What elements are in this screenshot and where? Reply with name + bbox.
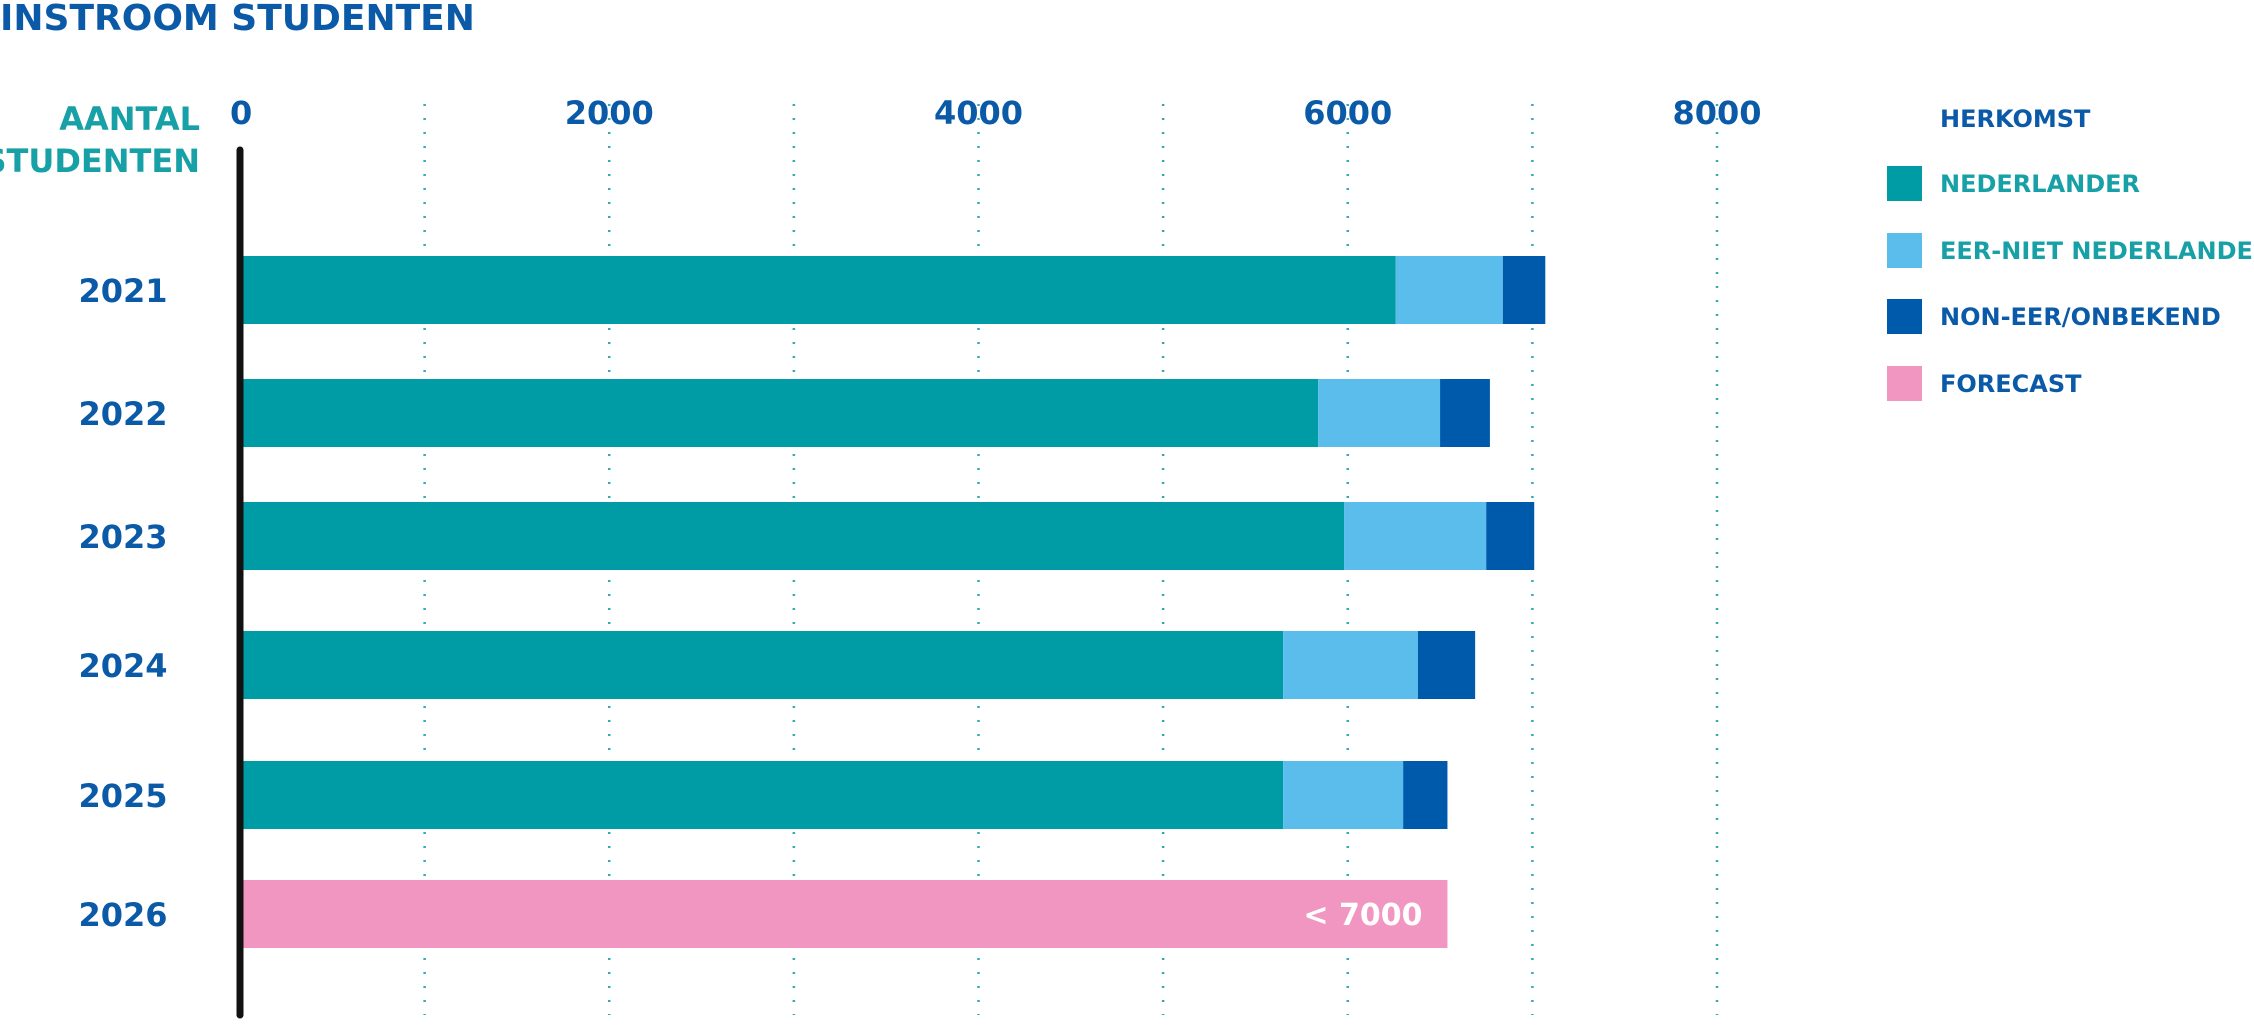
x-tick-label-2000: 2000: [565, 94, 654, 132]
category-labels: 2021 2022 2023 2024 2025 2026: [78, 272, 167, 934]
legend-title: HERKOMST: [1940, 105, 2091, 133]
chart-title: INSTROOM STUDENTEN: [0, 0, 475, 39]
bar-2026-forecast: [240, 880, 1448, 948]
bar-2024-nederlander: [240, 631, 1284, 699]
legend-swatch-non-eer-onbekend: [1887, 299, 1922, 334]
legend-label-nederlander: NEDERLANDER: [1940, 170, 2140, 198]
category-label-2025: 2025: [78, 777, 167, 815]
y-axis-label-line-2: STUDENTEN: [0, 142, 200, 180]
x-tick-label-0: 0: [230, 94, 252, 132]
bar-2023-nederlander: [240, 502, 1345, 570]
bar-2025-noneer: [1403, 761, 1448, 829]
category-label-2026: 2026: [78, 896, 167, 934]
bar-2021-noneer: [1502, 256, 1546, 324]
bar-2024-eer: [1283, 631, 1418, 699]
legend-swatch-eer-niet-nederlander: [1887, 233, 1922, 268]
bar-2022-noneer: [1440, 379, 1490, 447]
x-tick-label-4000: 4000: [934, 94, 1023, 132]
bar-2021-eer: [1395, 256, 1503, 324]
bar-2022-nederlander: [240, 379, 1319, 447]
category-label-2023: 2023: [78, 518, 167, 556]
category-label-2024: 2024: [78, 647, 167, 685]
x-tick-label-8000: 8000: [1672, 94, 1761, 132]
legend-label-non-eer-onbekend: NON-EER/ONBEKEND: [1940, 303, 2221, 331]
data-label-2026: < 7000: [1303, 898, 1422, 933]
legend-swatch-nederlander: [1887, 166, 1922, 201]
x-tick-label-6000: 6000: [1303, 94, 1392, 132]
x-axis-ticks: 0 2000 4000 6000 8000: [230, 94, 1762, 132]
category-label-2022: 2022: [78, 395, 167, 433]
bars: < 7000: [240, 256, 1546, 948]
y-axis-label: AANTAL STUDENTEN: [0, 100, 200, 180]
bar-2025-nederlander: [240, 761, 1284, 829]
legend-label-eer-niet-nederlander: EER-NIET NEDERLANDER: [1940, 237, 2254, 265]
bar-2024-noneer: [1417, 631, 1476, 699]
legend-swatch-forecast: [1887, 366, 1922, 401]
bar-2023-noneer: [1486, 502, 1535, 570]
category-label-2021: 2021: [78, 272, 167, 310]
bar-2021-nederlander: [240, 256, 1396, 324]
bar-2023-eer: [1344, 502, 1487, 570]
legend-label-forecast: FORECAST: [1940, 370, 2082, 398]
bar-2025-eer: [1283, 761, 1404, 829]
bar-2022-eer: [1318, 379, 1441, 447]
legend: HERKOMST NEDERLANDER EER-NIET NEDERLANDER N…: [1887, 105, 2254, 401]
y-axis-label-line-1: AANTAL: [59, 100, 200, 138]
